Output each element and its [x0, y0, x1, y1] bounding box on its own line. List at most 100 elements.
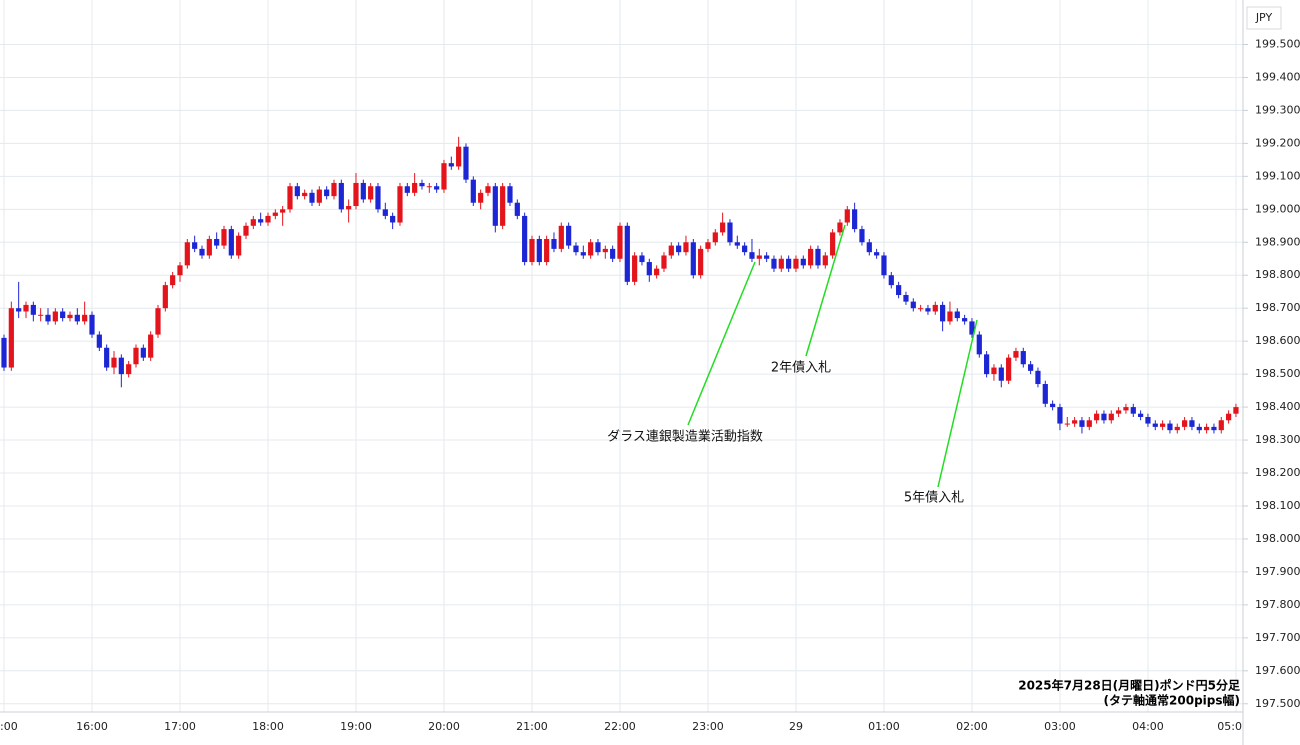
candle-body	[1182, 420, 1188, 427]
candle-body	[448, 163, 454, 167]
y-tick-label: 197.600	[1255, 664, 1300, 677]
candle-body	[1013, 351, 1019, 358]
x-tick-label: 04:00	[1132, 720, 1164, 733]
x-tick-label: 17:00	[164, 720, 196, 733]
candle-body	[470, 179, 476, 203]
y-tick-label: 199.000	[1255, 202, 1300, 215]
candle-body	[456, 146, 462, 167]
candle-body	[910, 301, 916, 309]
candle-body	[668, 245, 674, 256]
candle-body	[265, 215, 271, 223]
candle-body	[529, 238, 535, 263]
candle-body	[507, 186, 513, 203]
candle-body	[16, 308, 22, 312]
candle-body	[1196, 426, 1202, 431]
candle-body	[221, 229, 227, 246]
candle-body	[1204, 426, 1210, 431]
candle-body	[404, 186, 410, 193]
candle-body	[133, 347, 139, 365]
candle-body	[837, 222, 843, 233]
candle-body	[793, 258, 799, 269]
candle-body	[676, 245, 682, 253]
candle-body	[962, 318, 968, 322]
candle-body	[1160, 423, 1166, 427]
candle-body	[1116, 410, 1122, 414]
candle-body	[236, 235, 242, 256]
y-tick-label: 199.400	[1255, 70, 1300, 83]
candle-body	[756, 255, 762, 259]
annotation-line	[805, 224, 846, 357]
candle-body	[639, 255, 645, 263]
candle-body	[566, 225, 572, 246]
candle-body	[1130, 407, 1136, 414]
candle-body	[690, 242, 696, 276]
candle-body	[925, 308, 931, 312]
candle-body	[1035, 370, 1041, 385]
candle-body	[514, 202, 520, 216]
y-tick-label: 199.300	[1255, 103, 1300, 116]
candle-body	[184, 242, 190, 266]
y-tick-label: 198.100	[1255, 499, 1300, 512]
candle-body	[8, 308, 14, 368]
candle-body	[991, 367, 997, 375]
candle-body	[397, 186, 403, 223]
y-tick-label: 198.700	[1255, 301, 1300, 314]
footer-text: 2025年7月28日(月曜日)ポンド円5分足	[1018, 678, 1240, 693]
x-tick-label: 29	[789, 720, 803, 733]
candle-body	[441, 163, 447, 190]
candle-body	[45, 314, 51, 322]
candle-body	[206, 238, 212, 256]
annotation: 2年債入札	[771, 361, 831, 376]
candle-body	[727, 222, 733, 243]
x-tick-label: 19:00	[340, 720, 372, 733]
y-tick-label: 198.800	[1255, 268, 1300, 281]
y-tick-label: 197.700	[1255, 631, 1300, 644]
x-tick-label: 05:0	[1217, 720, 1242, 733]
candle-body	[170, 275, 176, 286]
candle-body	[375, 186, 381, 210]
candle-body	[522, 215, 528, 263]
x-tick-label: 02:00	[956, 720, 988, 733]
candle-body	[192, 242, 198, 249]
candle-body	[148, 334, 154, 358]
candle-body	[580, 252, 586, 256]
candle-body	[382, 209, 388, 216]
candle-body	[426, 186, 432, 188]
candle-body	[1174, 426, 1180, 431]
candle-body	[1101, 413, 1107, 421]
candle-body	[1050, 403, 1056, 408]
candle-body	[588, 242, 594, 256]
candle-body	[705, 242, 711, 249]
y-tick-label: 197.900	[1255, 565, 1300, 578]
candle-body	[353, 182, 359, 207]
candle-body	[771, 258, 777, 269]
candle-body	[338, 182, 344, 210]
candle-body	[954, 311, 960, 319]
candle-body	[1042, 384, 1048, 404]
candle-body	[23, 304, 29, 312]
candle-body	[1020, 351, 1026, 365]
candle-body	[177, 265, 183, 276]
currency-label: JPY	[1255, 11, 1273, 24]
y-tick-label: 198.600	[1255, 334, 1300, 347]
candle-body	[617, 225, 623, 259]
y-tick-label: 199.100	[1255, 169, 1300, 182]
candle-body	[712, 232, 718, 243]
candle-body	[720, 222, 726, 233]
candle-body	[38, 314, 44, 316]
candle-body	[74, 314, 80, 322]
candle-body	[866, 242, 872, 253]
candle-body	[874, 252, 880, 256]
candle-body	[126, 364, 132, 375]
y-tick-label: 198.500	[1255, 367, 1300, 380]
annotation: ダラス連銀製造業活動指数	[607, 429, 763, 445]
candle-body	[228, 229, 234, 256]
candle-body	[82, 314, 88, 322]
candle-body	[940, 304, 946, 322]
candle-body	[390, 215, 396, 223]
candle-body	[976, 334, 982, 355]
candle-body	[294, 186, 300, 197]
candle-body	[573, 245, 579, 253]
candle-body	[595, 242, 601, 253]
